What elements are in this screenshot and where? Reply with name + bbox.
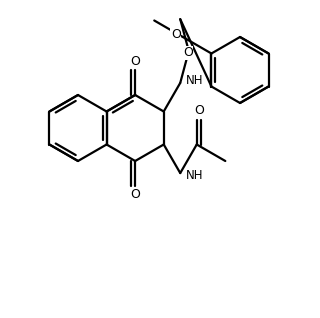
Text: O: O xyxy=(130,55,140,68)
Text: NH: NH xyxy=(186,169,204,182)
Text: NH: NH xyxy=(186,74,204,87)
Text: O: O xyxy=(171,29,181,42)
Text: O: O xyxy=(194,104,204,117)
Text: O: O xyxy=(183,46,193,59)
Text: O: O xyxy=(130,188,140,201)
